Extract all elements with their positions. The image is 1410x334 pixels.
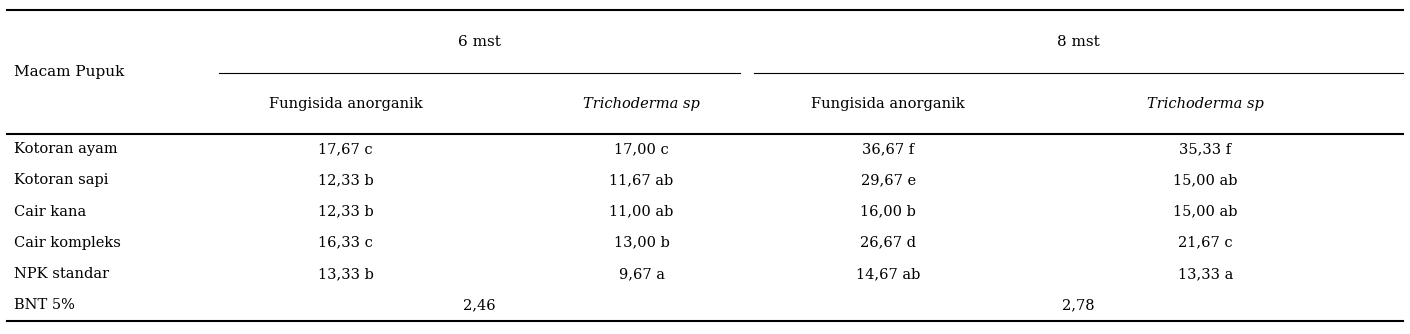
Text: 16,00 b: 16,00 b (860, 204, 917, 218)
Text: 13,33 b: 13,33 b (317, 267, 374, 281)
Text: 36,67 f: 36,67 f (863, 142, 914, 156)
Text: 35,33 f: 35,33 f (1180, 142, 1231, 156)
Text: Cair kana: Cair kana (14, 204, 86, 218)
Text: Fungisida anorganik: Fungisida anorganik (268, 97, 423, 111)
Text: 15,00 ab: 15,00 ab (1173, 204, 1238, 218)
Text: 6 mst: 6 mst (458, 35, 501, 49)
Text: 14,67 ab: 14,67 ab (856, 267, 921, 281)
Text: 13,00 b: 13,00 b (613, 236, 670, 250)
Text: 12,33 b: 12,33 b (317, 204, 374, 218)
Text: Kotoran ayam: Kotoran ayam (14, 142, 117, 156)
Text: 2,46: 2,46 (462, 298, 496, 312)
Text: Cair kompleks: Cair kompleks (14, 236, 121, 250)
Text: Macam Pupuk: Macam Pupuk (14, 65, 124, 79)
Text: 26,67 d: 26,67 d (860, 236, 917, 250)
Text: 29,67 e: 29,67 e (860, 173, 917, 187)
Text: 8 mst: 8 mst (1058, 35, 1100, 49)
Text: 15,00 ab: 15,00 ab (1173, 173, 1238, 187)
Text: 9,67 a: 9,67 a (619, 267, 664, 281)
Text: 11,00 ab: 11,00 ab (609, 204, 674, 218)
Text: 13,33 a: 13,33 a (1177, 267, 1234, 281)
Text: Trichoderma sp: Trichoderma sp (1148, 97, 1263, 111)
Text: 16,33 c: 16,33 c (319, 236, 372, 250)
Text: Fungisida anorganik: Fungisida anorganik (811, 97, 966, 111)
Text: Kotoran sapi: Kotoran sapi (14, 173, 109, 187)
Text: NPK standar: NPK standar (14, 267, 109, 281)
Text: 21,67 c: 21,67 c (1179, 236, 1232, 250)
Text: BNT 5%: BNT 5% (14, 298, 75, 312)
Text: 17,67 c: 17,67 c (319, 142, 372, 156)
Text: 12,33 b: 12,33 b (317, 173, 374, 187)
Text: Trichoderma sp: Trichoderma sp (584, 97, 699, 111)
Text: 2,78: 2,78 (1062, 298, 1096, 312)
Text: 11,67 ab: 11,67 ab (609, 173, 674, 187)
Text: 17,00 c: 17,00 c (615, 142, 668, 156)
